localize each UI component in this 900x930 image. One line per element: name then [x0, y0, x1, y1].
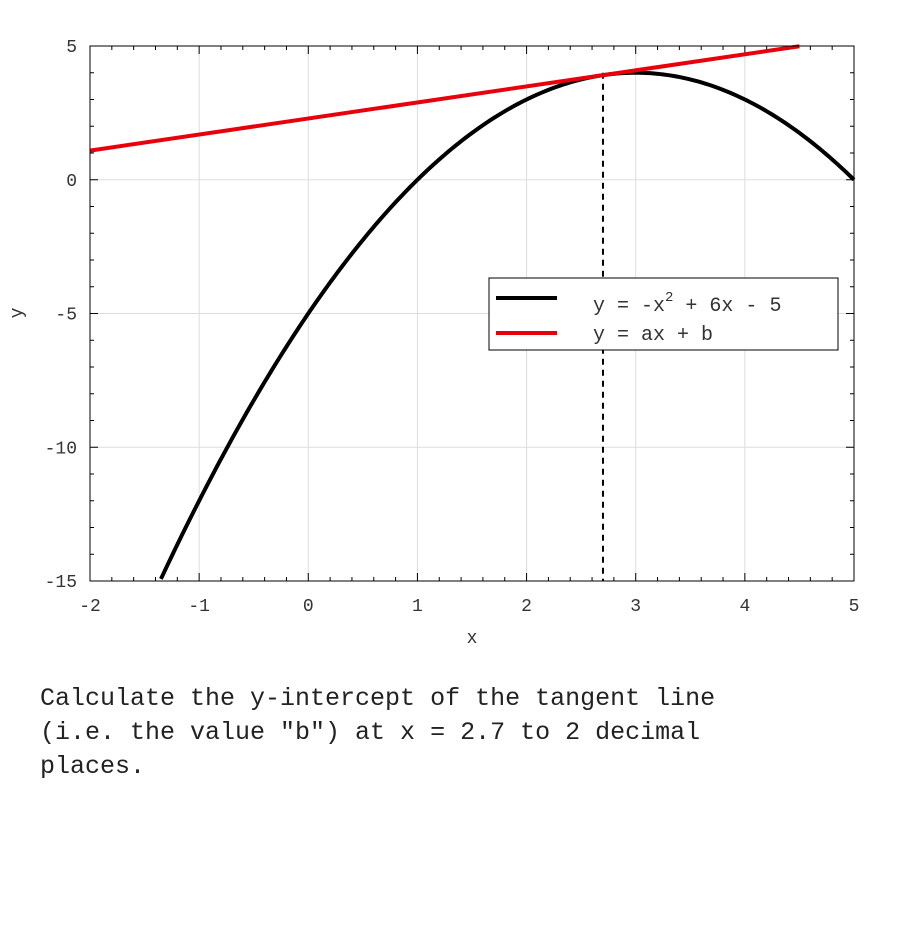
x-tick-label: 1	[412, 597, 423, 617]
x-tick-label: 0	[303, 597, 314, 617]
x-tick-label: 2	[521, 597, 532, 617]
x-tick-label: 3	[630, 597, 641, 617]
x-tick-label: 5	[849, 597, 860, 617]
legend-box	[488, 277, 839, 351]
plot-frame	[89, 45, 855, 582]
x-axis-label: x	[467, 629, 478, 649]
legend-label-tangent: y = ax + b	[593, 324, 713, 347]
parabola-series-line	[159, 70, 856, 580]
legend-label-parabola: y = -x2 + 6x - 5	[593, 290, 781, 318]
chart: -2 -1 0 1 2 3 4 5 -15 -10 -5 0 5 x y y = -x2 + 6x - …	[8, 38, 860, 649]
question-text: Calculate the y-intercept of the tangent…	[40, 684, 716, 781]
x-tick-label: 4	[739, 597, 750, 617]
y-tick-label: 0	[66, 172, 77, 192]
legend: y = -x2 + 6x - 5 y = ax + b	[488, 277, 839, 351]
y-axis-label: y	[8, 307, 28, 318]
x-tick-label: -1	[188, 597, 210, 617]
chart-svg: -2 -1 0 1 2 3 4 5-15-10-505 x y y = -x2 + 6x - …	[8, 38, 860, 649]
y-tick-label: -10	[45, 439, 77, 459]
y-tick-label: 5	[66, 38, 77, 58]
tick-labels: -2 -1 0 1 2 3 4 5-15-10-505	[45, 38, 860, 617]
tangent-series-line	[89, 44, 800, 153]
y-tick-label: -15	[45, 573, 77, 593]
x-tick-label: -2	[79, 597, 101, 617]
y-tick-label: -5	[55, 306, 77, 326]
